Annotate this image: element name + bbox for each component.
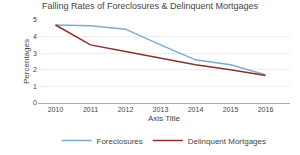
svg-text:Delinquent Mortgages: Delinquent Mortgages xyxy=(188,137,266,146)
svg-text:1: 1 xyxy=(33,83,37,90)
svg-text:2012: 2012 xyxy=(118,106,134,113)
svg-text:2016: 2016 xyxy=(258,106,274,113)
svg-text:5: 5 xyxy=(33,16,37,23)
svg-text:2014: 2014 xyxy=(188,106,204,113)
svg-text:3: 3 xyxy=(33,50,37,57)
svg-text:2010: 2010 xyxy=(48,106,64,113)
svg-text:4: 4 xyxy=(33,33,37,40)
svg-text:2: 2 xyxy=(33,66,37,73)
svg-text:2013: 2013 xyxy=(153,106,169,113)
svg-text:Falling Rates of Foreclosures: Falling Rates of Foreclosures & Delinque… xyxy=(42,1,259,11)
svg-text:Percentages: Percentages xyxy=(22,39,31,84)
svg-text:0: 0 xyxy=(33,99,37,106)
svg-text:2011: 2011 xyxy=(83,106,98,113)
svg-text:Axis Title: Axis Title xyxy=(148,114,181,123)
svg-text:Foreclosures: Foreclosures xyxy=(97,137,143,146)
svg-text:2015: 2015 xyxy=(223,106,239,113)
